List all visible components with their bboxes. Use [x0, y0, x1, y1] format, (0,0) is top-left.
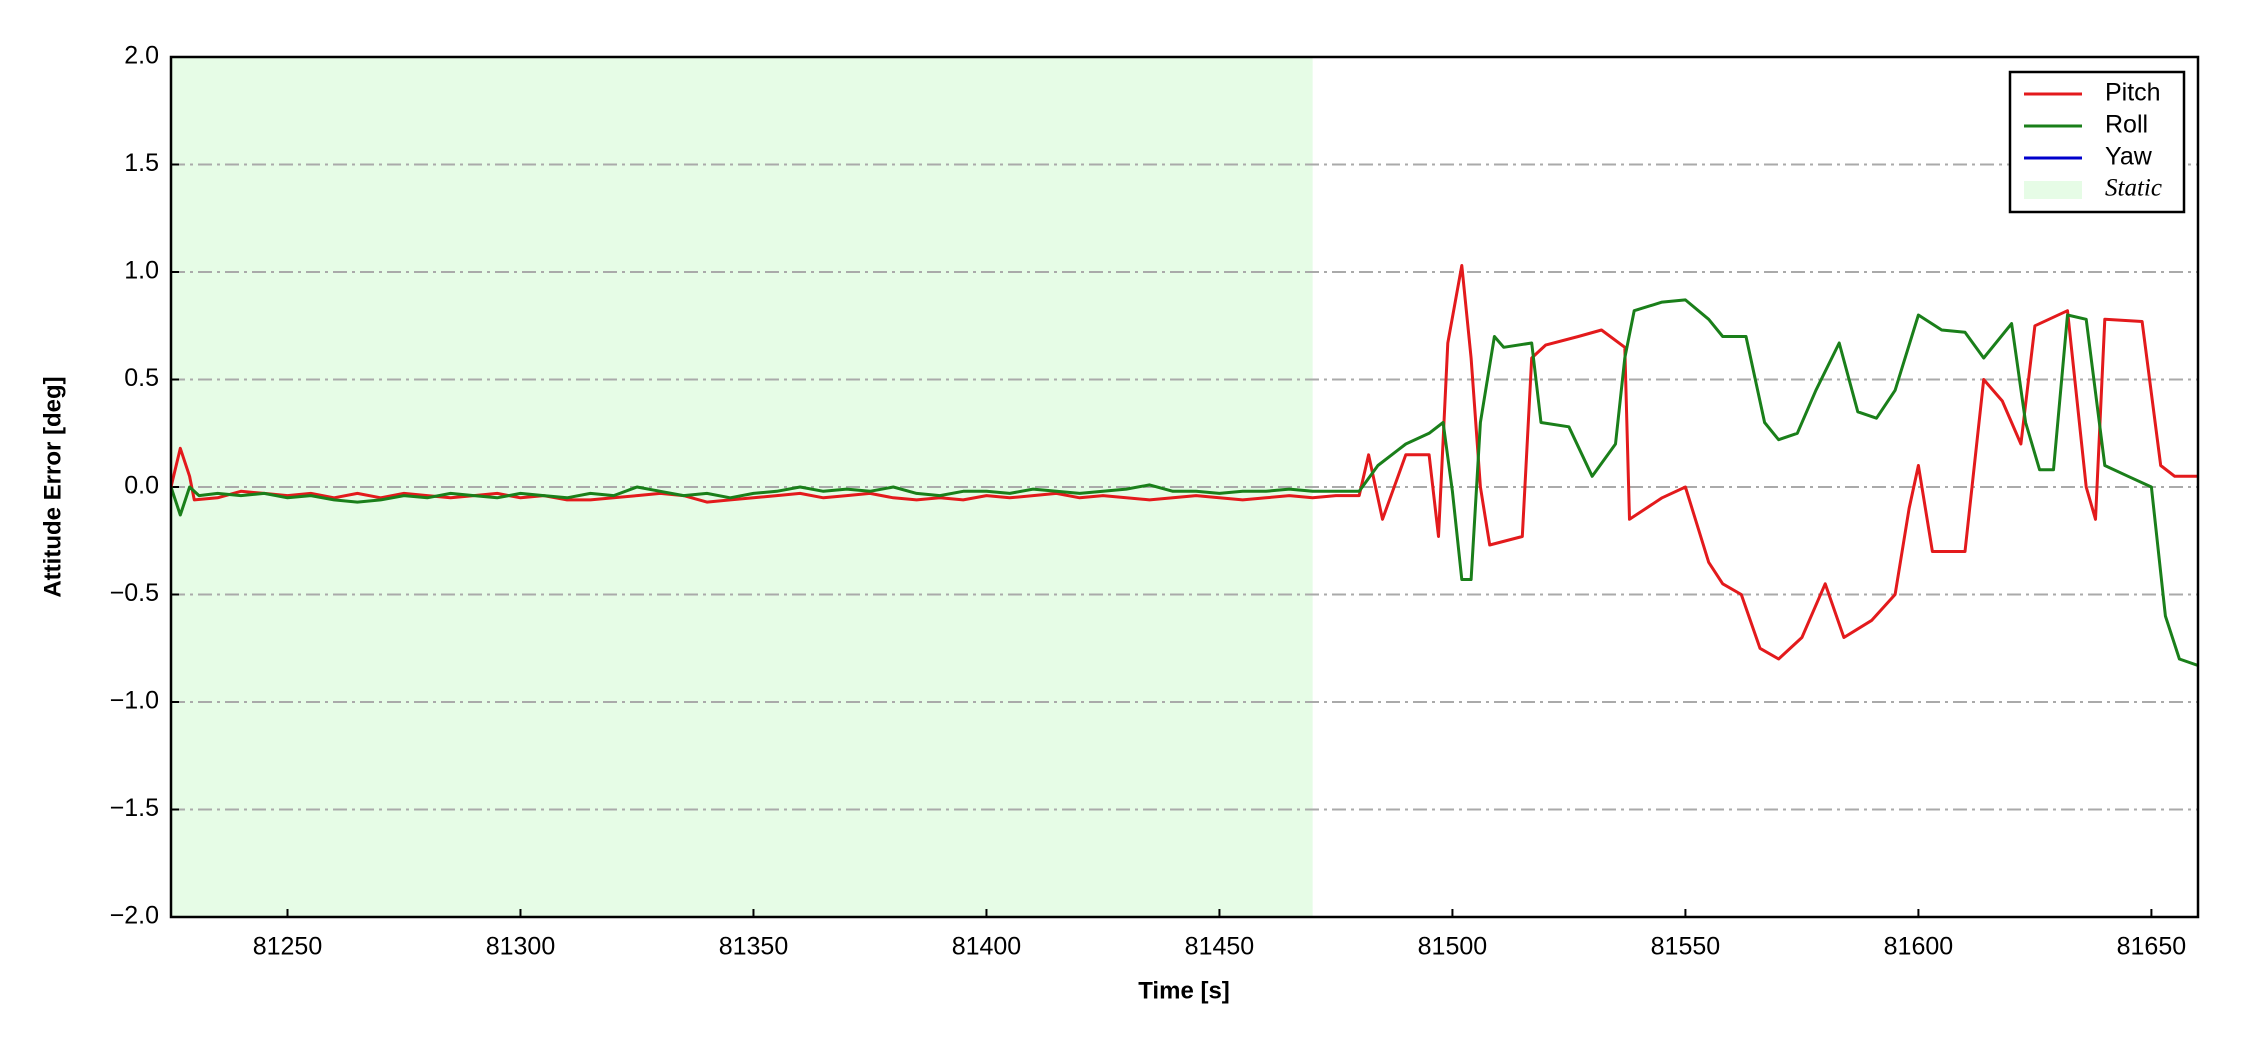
y-tick-label: 1.5 — [124, 149, 159, 177]
x-tick-label: 81500 — [1418, 933, 1488, 961]
x-tick-label: 81250 — [253, 933, 323, 961]
y-tick-label: −0.5 — [110, 579, 159, 607]
x-tick-label: 81550 — [1651, 933, 1721, 961]
y-tick-label: −1.5 — [110, 794, 159, 822]
y-tick-label: 0.5 — [124, 364, 159, 392]
legend-label: Roll — [2105, 111, 2148, 139]
plot-frame — [169, 55, 2200, 919]
y-tick-label: 1.0 — [124, 257, 159, 285]
legend-swatch — [2024, 181, 2082, 199]
legend-label: Static — [2105, 175, 2162, 202]
legend-label: Yaw — [2105, 143, 2153, 171]
x-tick-label: 81450 — [1185, 933, 1255, 961]
x-tick-label: 81300 — [486, 933, 556, 961]
x-tick-label: 81650 — [2117, 933, 2187, 961]
series-line — [171, 298, 2198, 667]
x-tick-label: 81350 — [719, 933, 789, 961]
x-axis-label: Time [s] — [1138, 977, 1230, 1004]
legend: Pitch Roll Yaw Static — [2008, 70, 2186, 214]
y-tick-label: 0.0 — [124, 472, 159, 500]
y-tick-label: −1.0 — [110, 687, 159, 715]
x-tick-label: 81400 — [952, 933, 1022, 961]
legend-label: Pitch — [2105, 79, 2161, 107]
y-tick-label: 2.0 — [124, 42, 159, 70]
y-tick-label: −2.0 — [110, 902, 159, 930]
y-axis-label: Attitude Error [deg] — [39, 376, 66, 597]
x-tick-label: 81600 — [1884, 933, 1954, 961]
